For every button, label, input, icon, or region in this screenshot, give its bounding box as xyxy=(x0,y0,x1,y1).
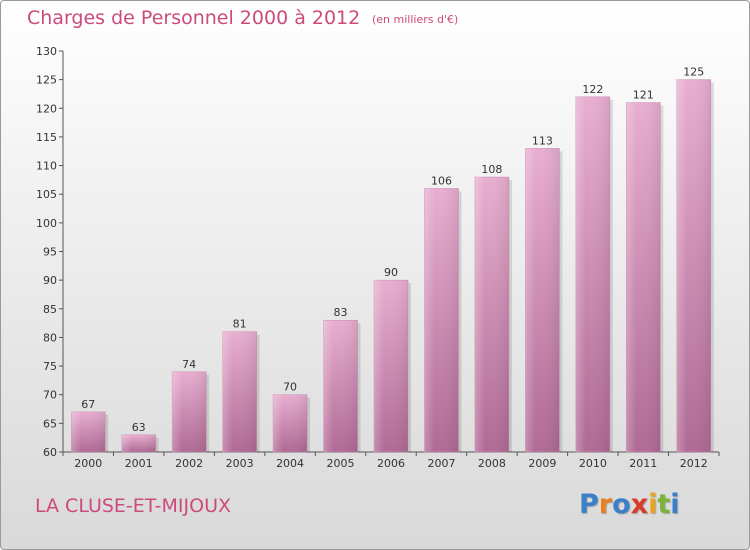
proxiti-logo: Proxiti xyxy=(579,489,680,520)
bar-value-label: 67 xyxy=(81,398,95,411)
bar-value-label: 90 xyxy=(384,266,398,279)
bar-value-label: 74 xyxy=(182,358,196,371)
brand-letter: r xyxy=(598,489,613,520)
bar-value-label: 81 xyxy=(233,318,247,331)
bar-shine xyxy=(172,371,207,452)
y-tick-label: 75 xyxy=(43,360,57,373)
bar-shine xyxy=(676,79,711,453)
x-tick-label: 2010 xyxy=(579,457,607,470)
bar-layer xyxy=(70,79,714,453)
chart-subtitle: (en milliers d'€) xyxy=(372,13,459,26)
bar-value-label: 125 xyxy=(683,66,704,79)
x-tick-label: 2001 xyxy=(125,457,153,470)
bar-shine xyxy=(121,434,156,452)
brand-letter: i xyxy=(670,489,680,520)
bar-value-label: 70 xyxy=(283,381,297,394)
chart-title: Charges de Personnel 2000 à 2012 xyxy=(27,7,361,29)
bar-shine xyxy=(474,177,509,452)
bar-shine xyxy=(525,148,560,452)
brand-letter: o xyxy=(612,489,631,520)
bar-value-label: 106 xyxy=(431,174,452,187)
bar-shine xyxy=(273,394,308,452)
x-tick-label: 2000 xyxy=(74,457,102,470)
x-tick-label: 2003 xyxy=(226,457,254,470)
y-tick-label: 65 xyxy=(43,417,57,430)
y-tick-label: 80 xyxy=(43,331,57,344)
brand-letter: i xyxy=(648,489,658,520)
y-tick-label: 60 xyxy=(43,446,57,459)
bar-shine xyxy=(626,102,661,453)
y-tick-label: 110 xyxy=(36,160,57,173)
bar-value-label: 108 xyxy=(481,163,502,176)
bar-value-label: 83 xyxy=(334,306,348,319)
brand-letter: t xyxy=(657,489,671,520)
brand-letter: x xyxy=(630,489,649,520)
bar-value-label: 113 xyxy=(532,134,553,147)
y-tick-label: 120 xyxy=(36,102,57,115)
y-tick-label: 100 xyxy=(36,217,57,230)
bar-shine xyxy=(323,320,358,452)
x-tick-label: 2007 xyxy=(427,457,455,470)
label-layer: 2000 67 2001 63 2002 74 2003 81 2004 70 2005 83 2006… xyxy=(74,66,708,470)
x-tick-label: 2006 xyxy=(377,457,405,470)
x-tick-label: 2011 xyxy=(629,457,657,470)
bar-shine xyxy=(222,331,257,452)
y-tick-label: 105 xyxy=(36,188,57,201)
x-tick-label: 2005 xyxy=(327,457,355,470)
y-tick-label: 125 xyxy=(36,74,57,87)
bar-shine xyxy=(575,96,610,452)
x-tick-label: 2009 xyxy=(528,457,556,470)
x-tick-label: 2002 xyxy=(175,457,203,470)
bar-shine xyxy=(424,188,459,452)
x-tick-label: 2004 xyxy=(276,457,304,470)
x-tick-label: 2008 xyxy=(478,457,506,470)
bar-value-label: 122 xyxy=(582,83,603,96)
brand-letter: P xyxy=(579,489,599,520)
y-tick-label: 70 xyxy=(43,389,57,402)
bar-value-label: 121 xyxy=(633,89,654,102)
bar-shine xyxy=(374,280,408,452)
y-tick-label: 130 xyxy=(36,45,57,58)
x-tick-label: 2012 xyxy=(680,457,708,470)
y-tick-label: 85 xyxy=(43,303,57,316)
bar-value-label: 63 xyxy=(132,421,146,434)
commune-name: LA CLUSE-ET-MIJOUX xyxy=(35,495,231,517)
y-tick-label: 90 xyxy=(43,274,57,287)
y-tick-label: 115 xyxy=(36,131,57,144)
bar-shine xyxy=(71,411,106,452)
y-tick-label: 95 xyxy=(43,246,57,259)
